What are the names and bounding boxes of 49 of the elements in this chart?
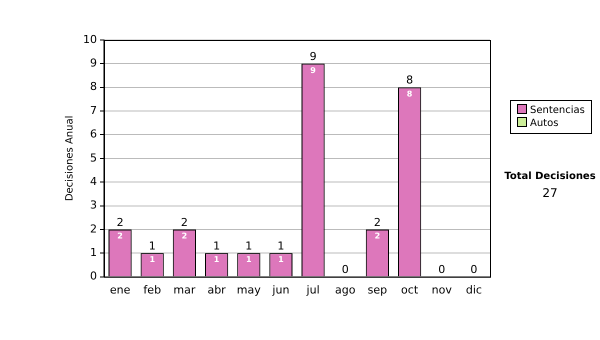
x-tick-label: feb — [143, 283, 162, 296]
x-tick-label: sep — [368, 283, 388, 296]
y-axis-title: Decisiones Anual — [64, 116, 76, 202]
data-label: 1 — [246, 255, 252, 264]
y-tick-label: 8 — [90, 80, 97, 94]
y-tick-label: 3 — [90, 198, 97, 212]
data-label: 1 — [149, 255, 156, 264]
y-tick-label: 10 — [82, 32, 97, 46]
x-tick-label: jul — [306, 283, 320, 296]
data-label: 1 — [214, 255, 220, 264]
total-label: 9 — [310, 50, 317, 64]
data-label: 1 — [278, 255, 284, 264]
data-label: 9 — [310, 66, 316, 75]
x-tick-label: mar — [173, 283, 196, 296]
x-tick-label: ago — [335, 283, 356, 296]
y-tick-label: 2 — [90, 222, 97, 236]
x-tick-label: ene — [110, 283, 131, 296]
y-tick-label: 4 — [90, 174, 97, 188]
total-label: 0 — [342, 263, 349, 276]
total-label: 1 — [213, 239, 220, 252]
data-label: 8 — [406, 89, 413, 98]
total-label: 8 — [406, 74, 414, 87]
y-tick-label: 6 — [90, 128, 97, 141]
y-tick-label: 0 — [90, 270, 97, 283]
data-label: 2 — [182, 232, 188, 241]
text: 27 — [541, 186, 559, 200]
legend-label: Autos — [529, 117, 560, 130]
total-label: 1 — [148, 239, 156, 252]
legend-label: Sentencias — [529, 104, 585, 117]
total-label: 2 — [180, 216, 188, 229]
data-label: 2 — [374, 232, 380, 241]
total-label: 2 — [374, 216, 381, 229]
x-tick-label: jun — [271, 283, 290, 296]
total-label: 2 — [116, 216, 124, 229]
y-tick-label: 7 — [90, 104, 97, 117]
x-tick-label: oct — [401, 283, 419, 296]
total-label: 0 — [438, 263, 446, 276]
data-label: 2 — [117, 232, 123, 241]
x-tick-label: dic — [466, 283, 482, 296]
x-tick-label: abr — [207, 283, 226, 296]
total-label: 0 — [470, 263, 478, 276]
x-tick-label: nov — [432, 283, 452, 296]
total-label: 1 — [245, 239, 252, 252]
y-tick-label: 9 — [90, 56, 97, 70]
y-tick-label: 1 — [90, 246, 97, 259]
total-label: 1 — [277, 239, 284, 252]
x-tick-label: may — [236, 283, 262, 296]
text: Total Decisiones — [503, 171, 597, 182]
y-tick-label: 5 — [90, 151, 97, 164]
